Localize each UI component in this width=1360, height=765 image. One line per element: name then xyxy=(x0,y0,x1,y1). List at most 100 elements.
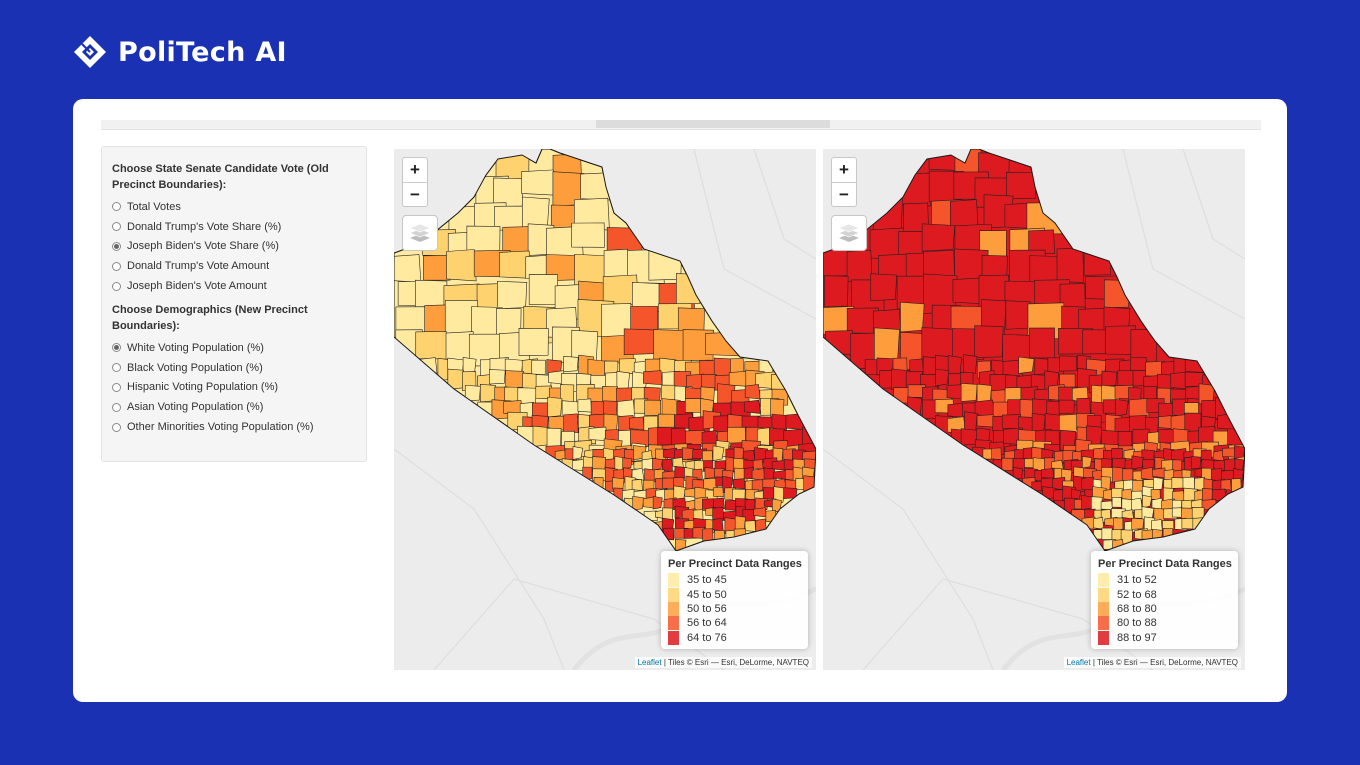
legend-item: 52 to 68 xyxy=(1098,587,1231,602)
precinct xyxy=(1150,488,1161,500)
map-white-population[interactable]: + − Per Precinct Data Ranges 31 to 52 52… xyxy=(823,149,1245,670)
radio-white-population[interactable]: White Voting Population (%) xyxy=(112,338,356,358)
precinct xyxy=(1153,477,1164,491)
precinct xyxy=(1018,356,1035,374)
radio-icon[interactable] xyxy=(112,382,121,392)
precinct xyxy=(1041,468,1055,479)
precinct xyxy=(415,330,448,360)
controls-panel: Choose State Senate Candidate Vote (Old … xyxy=(101,146,367,462)
precinct xyxy=(1131,455,1145,470)
precinct xyxy=(1234,445,1245,459)
zoom-out-button[interactable]: − xyxy=(403,182,427,206)
legend-label: 80 to 88 xyxy=(1117,617,1157,630)
legend-label: 45 to 50 xyxy=(687,588,727,601)
legend-swatch xyxy=(1098,601,1109,616)
precinct xyxy=(1131,517,1145,530)
precinct xyxy=(1114,398,1129,417)
radio-trump-vote-share[interactable]: Donald Trump's Vote Share (%) xyxy=(112,217,356,237)
legend-swatch xyxy=(1098,587,1109,602)
zoom-in-button[interactable]: + xyxy=(410,160,420,179)
precinct xyxy=(446,249,477,282)
radio-black-population[interactable]: Black Voting Population (%) xyxy=(112,358,356,378)
precinct xyxy=(743,399,761,414)
senate-group-title: Choose State Senate Candidate Vote (Old … xyxy=(112,163,329,191)
radio-total-votes[interactable]: Total Votes xyxy=(112,197,356,217)
precinct xyxy=(623,328,657,356)
precinct xyxy=(893,387,910,404)
precinct xyxy=(733,528,747,539)
demographics-options: White Voting Population (%) Black Voting… xyxy=(112,338,356,437)
precinct xyxy=(1029,255,1061,284)
radio-hispanic-population[interactable]: Hispanic Voting Population (%) xyxy=(112,378,356,398)
precinct xyxy=(752,459,764,470)
precinct xyxy=(712,445,725,462)
precinct xyxy=(672,457,684,468)
precinct xyxy=(712,518,724,532)
layers-icon xyxy=(409,223,431,242)
precinct xyxy=(874,327,900,362)
precinct xyxy=(991,447,1002,460)
precinct xyxy=(631,478,643,491)
precinct xyxy=(1058,399,1075,414)
precinct xyxy=(1056,247,1085,283)
precinct xyxy=(1051,459,1064,470)
tab-indicator[interactable] xyxy=(596,120,830,128)
radio-icon[interactable] xyxy=(112,281,121,291)
precinct xyxy=(909,358,924,373)
zoom-control: + − xyxy=(402,157,428,207)
choropleth-map[interactable] xyxy=(394,149,816,670)
precinct xyxy=(1082,455,1092,469)
radio-icon[interactable] xyxy=(112,261,121,271)
radio-icon[interactable] xyxy=(112,422,121,432)
legend-label: 52 to 68 xyxy=(1117,588,1157,601)
leaflet-link[interactable]: Leaflet xyxy=(637,658,662,667)
precinct xyxy=(497,280,528,310)
precinct xyxy=(974,325,1004,358)
radio-trump-vote-amount[interactable]: Donald Trump's Vote Amount xyxy=(112,256,356,276)
precinct xyxy=(1130,329,1157,363)
radio-icon[interactable] xyxy=(112,202,121,212)
radio-biden-vote-amount[interactable]: Joseph Biden's Vote Amount xyxy=(112,276,356,296)
precinct xyxy=(751,479,764,492)
zoom-in-button[interactable]: + xyxy=(839,160,849,179)
radio-other-minorities-population[interactable]: Other Minorities Voting Population (%) xyxy=(112,417,356,437)
precinct xyxy=(572,446,584,460)
radio-label: White Voting Population (%) xyxy=(127,341,264,354)
precinct xyxy=(976,414,995,428)
precinct xyxy=(661,384,676,401)
precinct xyxy=(612,477,625,490)
radio-icon[interactable] xyxy=(112,241,121,251)
radio-icon[interactable] xyxy=(112,222,121,232)
precinct xyxy=(480,384,497,403)
precinct xyxy=(657,413,675,428)
zoom-out-button[interactable]: − xyxy=(832,182,856,206)
radio-asian-population[interactable]: Asian Voting Population (%) xyxy=(112,397,356,417)
precinct xyxy=(1104,279,1130,309)
precinct xyxy=(1191,507,1205,519)
radio-icon[interactable] xyxy=(112,343,121,353)
precinct xyxy=(652,457,663,471)
precinct xyxy=(663,527,675,541)
layers-button[interactable] xyxy=(831,215,867,251)
precinct xyxy=(518,328,549,356)
leaflet-link[interactable]: Leaflet xyxy=(1066,658,1091,667)
precinct xyxy=(1121,509,1135,520)
legend-label: 50 to 56 xyxy=(687,602,727,615)
precinct xyxy=(1100,500,1113,511)
attribution-text: | Tiles © Esri — Esri, DeLorme, NAVTEQ xyxy=(661,658,809,667)
radio-icon[interactable] xyxy=(112,402,121,412)
precinct xyxy=(394,254,422,283)
precinct xyxy=(505,370,524,390)
legend-label: 35 to 45 xyxy=(687,574,727,587)
layers-button[interactable] xyxy=(402,215,438,251)
radio-biden-vote-share[interactable]: Joseph Biden's Vote Share (%) xyxy=(112,237,356,257)
map-biden-vote-share[interactable]: + − Per Precinct Data Ranges 35 to 45 45… xyxy=(394,149,816,670)
precinct xyxy=(546,427,562,448)
radio-icon[interactable] xyxy=(112,363,121,373)
precinct xyxy=(846,249,873,283)
precinct xyxy=(571,222,605,248)
choropleth-map[interactable] xyxy=(823,149,1245,670)
precinct xyxy=(629,416,645,431)
legend: Per Precinct Data Ranges 35 to 45 45 to … xyxy=(661,551,808,649)
precinct xyxy=(1220,479,1232,491)
